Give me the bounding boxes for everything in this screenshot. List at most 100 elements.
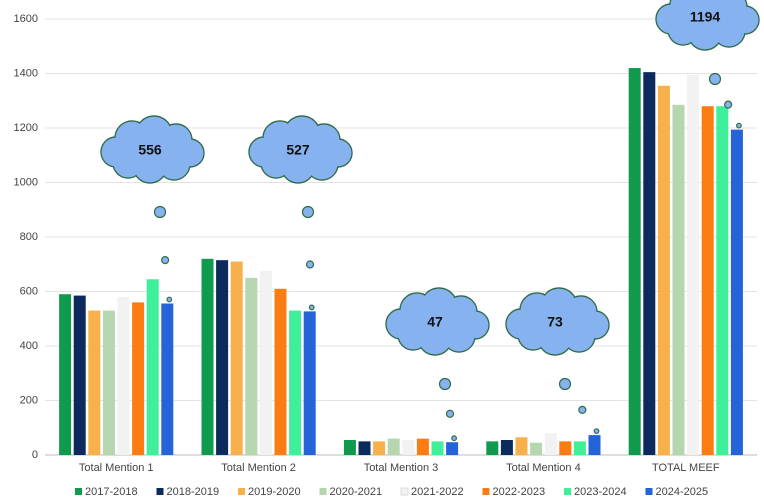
- bar: [431, 441, 444, 455]
- bar: [544, 433, 557, 455]
- bar: [201, 258, 214, 455]
- cloud-core: [399, 307, 475, 337]
- legend-label: 2022-2023: [493, 486, 546, 498]
- cloud-bubble: [438, 377, 452, 391]
- bar: [657, 85, 670, 455]
- bar: [530, 442, 543, 455]
- y-tick-label: 0: [32, 449, 38, 461]
- bar: [588, 435, 601, 455]
- bar: [358, 441, 371, 455]
- legend-label: 2017-2018: [85, 486, 138, 498]
- legend-label: 2020-2021: [330, 486, 383, 498]
- bar: [230, 261, 243, 455]
- legend-swatch: [400, 487, 409, 496]
- bar: [373, 441, 386, 455]
- bar: [289, 310, 302, 455]
- y-tick-label: 1200: [14, 122, 38, 134]
- bar: [416, 438, 429, 455]
- cloud-bubble: [301, 205, 315, 219]
- callout-cloud: 527: [248, 115, 353, 311]
- y-tick-label: 1600: [14, 13, 38, 25]
- y-tick-label: 800: [20, 231, 38, 243]
- callout-cloud: 47: [385, 287, 490, 442]
- y-tick-label: 200: [20, 394, 38, 406]
- legend-label: 2024-2025: [656, 486, 709, 498]
- bar: [88, 310, 101, 455]
- legend-label: 2023-2024: [574, 486, 627, 498]
- bar: [73, 295, 86, 455]
- callout-cloud: 1194: [655, 0, 760, 129]
- y-tick-label: 400: [20, 340, 38, 352]
- legend-label: 2021-2022: [411, 486, 464, 498]
- cloud-bubble: [161, 256, 170, 265]
- legend-swatch: [156, 488, 164, 495]
- bar: [573, 441, 586, 455]
- bar: [486, 441, 499, 455]
- callout-cloud: 73: [505, 287, 610, 435]
- y-tick-label: 1400: [14, 67, 38, 79]
- bar: [628, 68, 641, 456]
- cloud-core: [669, 2, 745, 32]
- cloud-bubble: [593, 428, 600, 435]
- cloud-bubble: [305, 260, 315, 269]
- bar: [132, 302, 145, 455]
- bar: [274, 288, 287, 455]
- data-label: 527: [286, 142, 310, 158]
- cloud-bubble: [558, 377, 572, 391]
- bar: [672, 104, 685, 456]
- bar: [643, 72, 656, 455]
- bar: [687, 74, 700, 456]
- legend-swatch: [564, 488, 571, 495]
- x-tick-label: Total Mention 1: [79, 462, 154, 474]
- legend-swatch: [75, 488, 82, 495]
- x-tick-label: Total Mention 4: [506, 462, 581, 474]
- cloud-bubble: [153, 205, 167, 219]
- bar: [701, 106, 714, 455]
- bar: [716, 106, 729, 455]
- x-tick-label: TOTAL MEEF: [652, 462, 720, 474]
- bar: [259, 271, 272, 455]
- y-tick-label: 600: [20, 285, 38, 297]
- bar: [446, 442, 459, 455]
- bar: [245, 277, 258, 455]
- cloud-bubble: [445, 409, 455, 418]
- bar: [146, 279, 159, 455]
- legend-label: 2019-2020: [248, 486, 301, 498]
- legend-swatch: [319, 488, 327, 495]
- legend-swatch: [645, 488, 653, 495]
- bar: [117, 296, 130, 455]
- cloud-core: [262, 135, 338, 165]
- bar: [515, 437, 528, 455]
- cloud-bubble: [708, 72, 722, 86]
- data-label: 1194: [690, 9, 721, 25]
- bar: [343, 440, 356, 455]
- cloud-bubble: [724, 100, 733, 109]
- cloud-core: [519, 307, 595, 337]
- bar: [559, 441, 572, 455]
- bar: [500, 440, 513, 455]
- cloud-bubble: [578, 405, 587, 415]
- bar: [102, 310, 115, 455]
- cloud-bubble: [451, 435, 458, 442]
- data-label: 73: [547, 314, 563, 330]
- cloud-bubble: [166, 296, 173, 303]
- cloud-core: [114, 135, 190, 165]
- data-label: 47: [427, 314, 443, 330]
- bar: [402, 440, 415, 455]
- bar: [59, 294, 72, 455]
- x-tick-label: Total Mention 2: [221, 462, 296, 474]
- callout-cloud: 556: [100, 115, 205, 303]
- cloud-bubble: [308, 304, 315, 311]
- legend-label: 2018-2019: [167, 486, 220, 498]
- bar: [216, 260, 229, 455]
- bar: [161, 303, 174, 455]
- bar: [730, 129, 743, 455]
- cloud-bubble: [736, 122, 742, 129]
- y-tick-label: 1000: [14, 176, 38, 188]
- x-tick-label: Total Mention 3: [364, 462, 439, 474]
- bar: [387, 438, 400, 455]
- legend-swatch: [238, 488, 245, 495]
- bar: [303, 311, 316, 455]
